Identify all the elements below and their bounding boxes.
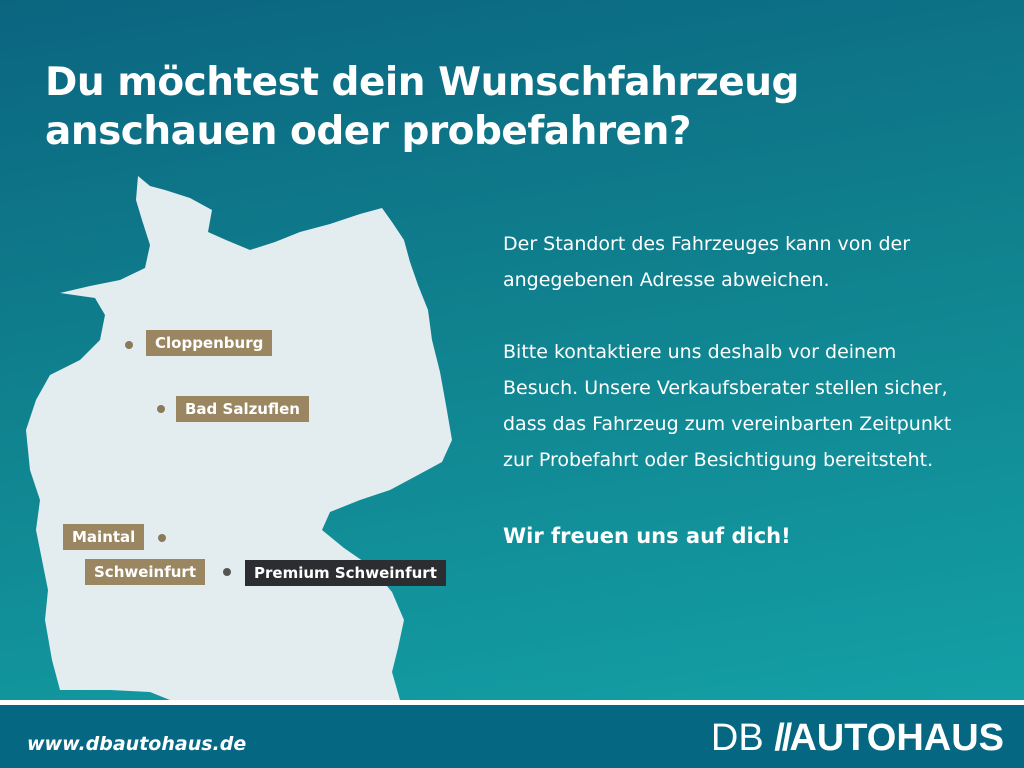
closing-line: Wir freuen uns auf dich! [503,524,791,548]
location-dot [157,405,165,413]
location-tag-maintal[interactable]: Maintal [63,524,145,550]
info-paragraph-2: Bitte kontaktiere uns deshalb vor deinem… [503,341,952,471]
info-paragraph-1: Der Standort des Fahrzeuges kann von der… [503,233,911,291]
logo-prefix: DB [710,717,764,759]
germany-shape [26,176,452,700]
logo-main: //AUTOHAUS [774,717,1004,759]
website-link[interactable]: www.dbautohaus.de [27,733,247,755]
footer: www.dbautohaus.de DB //AUTOHAUS [0,705,1024,768]
location-tag-cloppenburg[interactable]: Cloppenburg [146,330,273,356]
brand-logo: DB //AUTOHAUS [711,717,1004,760]
headline: Du möchtest dein Wunschfahrzeug anschaue… [45,60,799,154]
location-tag-bad-salzuflen[interactable]: Bad Salzuflen [176,396,309,422]
info-text: Der Standort des Fahrzeuges kann von der… [503,226,973,514]
location-dot [125,341,133,349]
location-tag-premium-schweinfurt[interactable]: Premium Schweinfurt [245,560,446,586]
location-dot [158,534,166,542]
divider [0,700,1024,705]
location-tag-schweinfurt[interactable]: Schweinfurt [85,559,205,585]
location-dot [223,568,231,576]
